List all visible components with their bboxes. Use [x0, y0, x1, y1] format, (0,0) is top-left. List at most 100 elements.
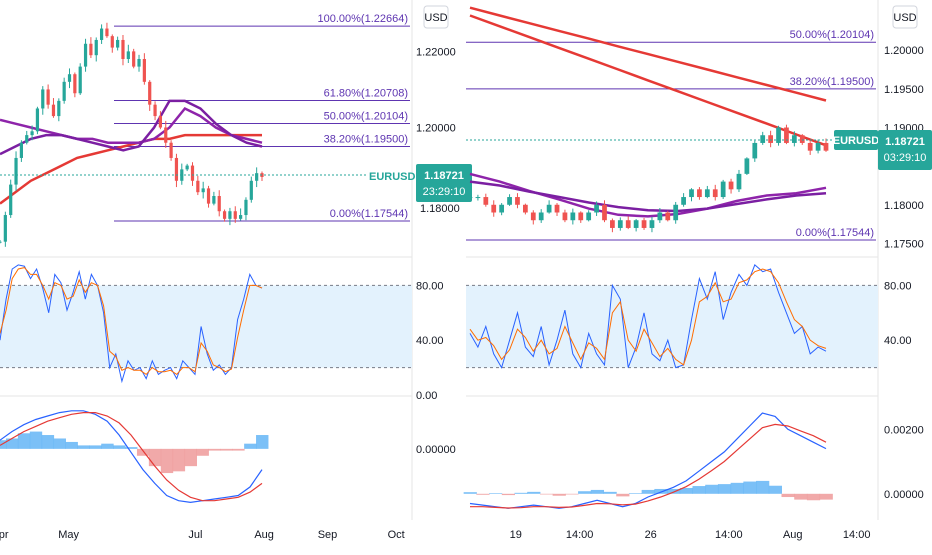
r-macd-hist-bar [476, 493, 490, 495]
l-ma-line [0, 99, 263, 156]
r-candle-body [760, 135, 766, 143]
r-stoch-tick: 40.00 [884, 335, 912, 347]
l-candle-body [67, 74, 72, 82]
l-macd-hist-bar [136, 448, 150, 456]
l-macd-hist-bar [65, 441, 78, 449]
l-x-tick-label: Aug [254, 529, 274, 541]
l-y-tick-label: 1.22000 [416, 46, 456, 58]
l-candle-body [0, 241, 2, 243]
r-macd-line [469, 412, 827, 509]
r-candle-body [483, 197, 489, 205]
l-stoch-tick: 80.00 [416, 280, 444, 292]
right-stochastic-pane: 80.00 40.00 [466, 264, 912, 369]
r-candle-body [791, 135, 797, 143]
r-x-tick-label: 14:00 [843, 529, 871, 541]
l-candle-body [25, 135, 29, 143]
right-currency-badge[interactable] [892, 5, 918, 29]
l-fib-label: 0.00%(1.17544) [330, 208, 408, 220]
left-stochastic-pane: 80.00 40.00 0.00 [0, 264, 444, 402]
l-y-tick-label: 1.20000 [416, 123, 456, 135]
r-macd-hist-bar [819, 493, 833, 500]
right-symbol-label: EURUSD [833, 135, 880, 147]
r-candle-body [776, 127, 781, 143]
l-macd-hist-bar [77, 445, 90, 449]
l-macd-hist-bar [244, 443, 257, 449]
l-macd-hist-bar [41, 435, 55, 449]
l-macd-hist-bar [53, 438, 66, 449]
l-candle-body [190, 165, 195, 181]
l-candle-body [105, 28, 109, 37]
r-x-tick-label: 14:00 [715, 529, 743, 541]
right-price-tag-countdown: 03:29:10 [884, 152, 927, 164]
l-candle-body [137, 58, 141, 67]
r-candle-body [562, 212, 568, 221]
l-candle-body [185, 165, 189, 170]
r-candle-body [689, 189, 694, 198]
left-currency-badge[interactable] [423, 5, 449, 29]
r-macd-hist-bar [768, 485, 782, 494]
r-candle-body [610, 220, 615, 228]
l-macd-hist-bar [0, 440, 7, 449]
l-stoch-band [0, 285, 412, 368]
r-candle-body [625, 220, 631, 228]
r-ma-line [469, 6, 827, 102]
r-candle-body [515, 197, 520, 205]
r-macd-hist-bar [527, 491, 541, 494]
r-candle-body [499, 204, 505, 213]
r-macd-hist-bar [692, 486, 706, 494]
l-stoch-d-line [0, 267, 263, 376]
left-ma-group [0, 99, 263, 205]
l-candle-body [222, 211, 227, 219]
r-candle-body [491, 204, 497, 213]
left-price-tag-value: 1.18721 [424, 170, 464, 182]
r-candle-body [697, 189, 702, 198]
l-candle-body [158, 116, 163, 128]
l-macd-hist-bar [101, 443, 114, 449]
l-candle-body [30, 131, 34, 136]
r-macd-hist-bar [743, 481, 757, 494]
l-candle-body [46, 89, 50, 105]
l-candle-body [233, 211, 237, 219]
r-candle-body [681, 197, 686, 205]
r-candle-body [736, 173, 742, 190]
l-macd-hist-bar [208, 448, 221, 451]
l-candle-body [19, 142, 23, 158]
l-macd-hist-bar [113, 445, 126, 449]
l-stoch-tick: 40.00 [416, 335, 444, 347]
l-candle-body [51, 104, 56, 117]
r-candle-body [712, 189, 718, 198]
left-price-tag-countdown: 23:29:10 [423, 186, 466, 198]
r-candle-body [546, 204, 552, 213]
l-x-tick-label: May [58, 529, 79, 541]
r-signal-line [470, 423, 827, 509]
l-ma-line [0, 106, 263, 144]
l-macd-hist-bar [5, 438, 19, 449]
l-candle-body [35, 108, 40, 132]
l-candle-body [14, 157, 18, 185]
r-macd-hist-bar [565, 493, 579, 495]
l-candle-body [217, 196, 221, 212]
left-price-tag [416, 164, 472, 202]
r-candle-body [728, 181, 734, 190]
r-macd-hist-bar [578, 491, 592, 494]
r-macd-hist-bar [679, 487, 693, 494]
r-y-tick-label: 1.19500 [884, 84, 924, 96]
r-candle-body [752, 142, 758, 159]
l-candle-body [41, 89, 45, 109]
r-macd-hist-bar [806, 493, 821, 501]
l-candle-body [57, 100, 61, 117]
left-chart: 100.00%(1.22664) 61.80%(1.20708) 50.00%(1.… [0, 0, 472, 541]
r-macd-hist-bar [667, 488, 681, 494]
r-macd-hist-bar [705, 484, 719, 494]
r-x-tick-label: 14:00 [566, 529, 594, 541]
l-candle-body [94, 39, 98, 56]
l-candle-body [164, 127, 168, 143]
r-candle-body [720, 181, 726, 198]
l-candle-body [206, 188, 211, 204]
r-candle-body [538, 212, 544, 221]
r-candle-body [467, 197, 473, 199]
r-candle-body [554, 204, 560, 213]
l-candle-body [142, 58, 146, 82]
l-macd-hist-bar [232, 448, 245, 451]
